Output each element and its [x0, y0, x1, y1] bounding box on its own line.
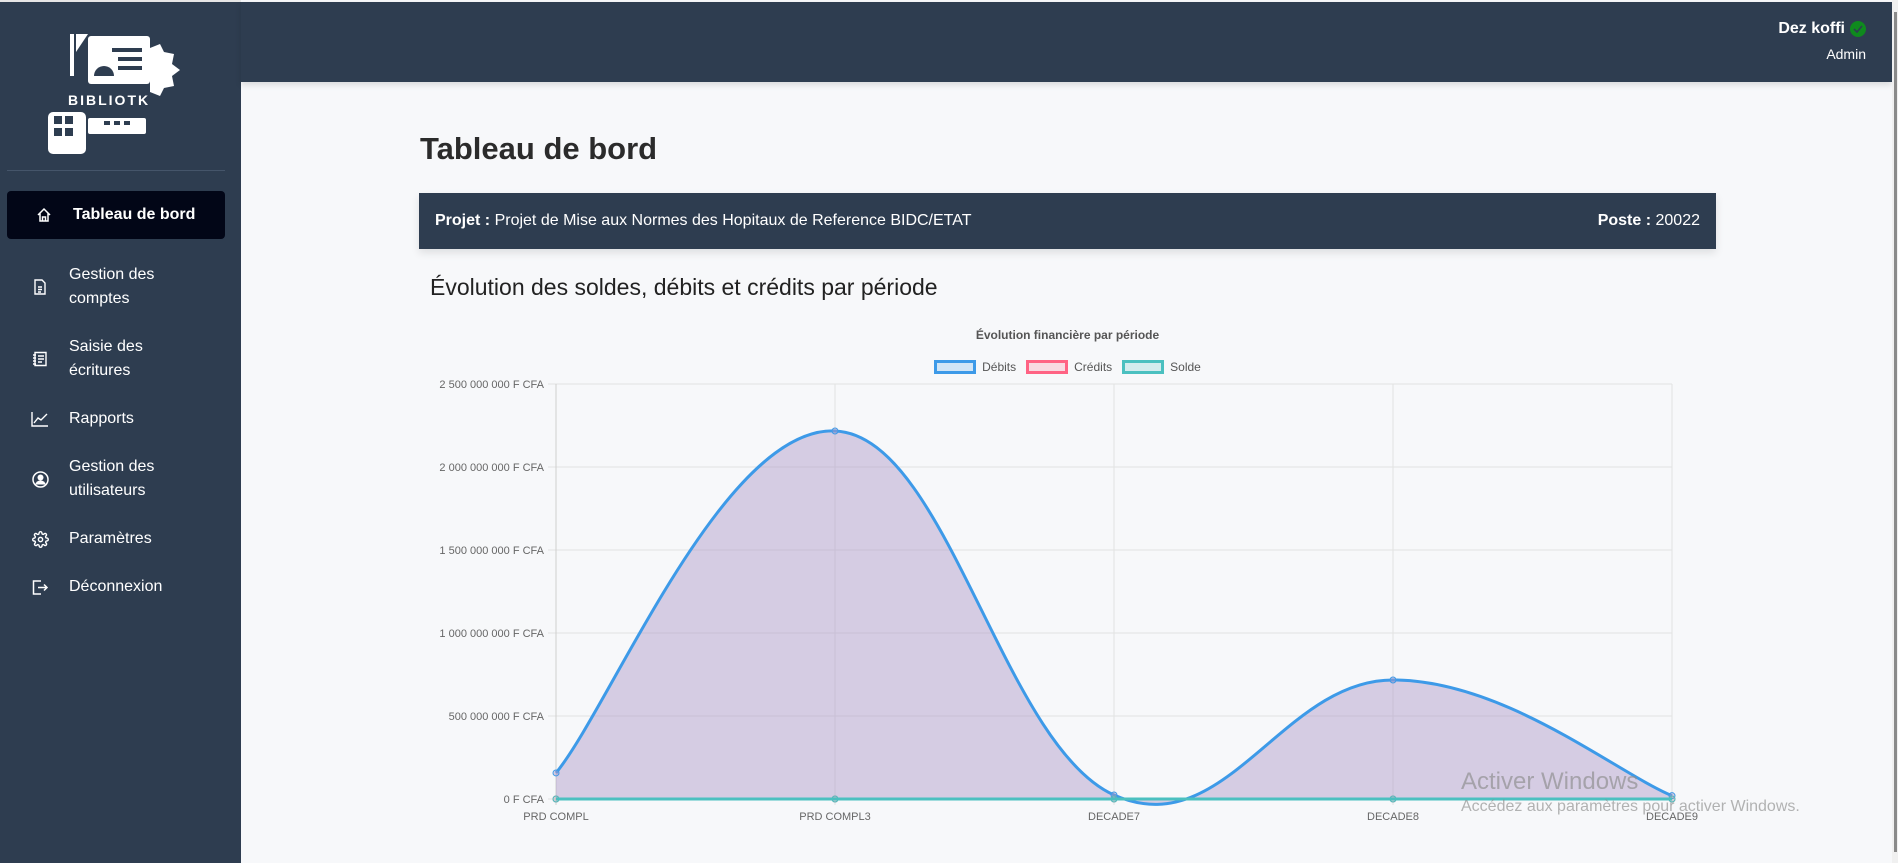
windows-activation-watermark: Activer Windows Accédez aux paramètres p…	[1461, 768, 1800, 816]
user-circle-icon	[31, 470, 49, 488]
section-title: Évolution des soldes, débits et crédits …	[430, 274, 938, 300]
poste-value: 20022	[1655, 212, 1701, 229]
data-point	[1389, 795, 1397, 803]
vertical-scrollbar[interactable]	[1892, 0, 1898, 863]
legend-label: Solde	[1170, 360, 1201, 374]
legend-swatch	[1122, 360, 1165, 374]
sidebar-item-parametres[interactable]: Paramètres	[7, 515, 225, 563]
x-axis-tick-label: DECADE9	[1646, 811, 1698, 823]
sidebar-item-gestion-des-comptes[interactable]: Gestion des comptes	[7, 251, 225, 323]
legend-item[interactable]: Crédits	[1026, 360, 1112, 374]
sidebar-divider	[7, 170, 225, 171]
logo-icon	[48, 34, 180, 154]
user-menu[interactable]: Dez koffi	[1778, 20, 1866, 38]
legend-item[interactable]: Débits	[934, 360, 1016, 374]
sidebar-item-label: Rapports	[69, 410, 134, 427]
line-chart-icon	[31, 410, 49, 428]
home-icon	[35, 206, 53, 224]
sidebar-item-deconnexion[interactable]: Déconnexion	[7, 563, 225, 611]
data-point	[552, 795, 560, 803]
sidebar-item-label: Tableau de bord	[73, 206, 196, 223]
y-axis-tick-label: 500 000 000 F CFA	[449, 711, 545, 723]
legend-label: Débits	[982, 360, 1017, 374]
legend-swatch	[1026, 360, 1069, 374]
gear-icon	[31, 530, 49, 548]
page-title: Tableau de bord	[420, 131, 658, 166]
x-axis-tick-label: PRD COMPL	[523, 811, 588, 823]
legend-item[interactable]: Solde	[1122, 360, 1201, 374]
financial-chart: 0 F CFA 500 000 000 F CFA 1 000 000 000 F …	[419, 320, 1716, 830]
project-value: Projet de Mise aux Normes des Hopitaux d…	[494, 212, 972, 229]
notebook-icon	[31, 350, 49, 368]
legend-swatch	[934, 360, 977, 374]
sidebar-item-tableau-de-bord[interactable]: Tableau de bord	[7, 191, 225, 239]
sidebar-item-label: Gestion des utilisateurs	[69, 458, 155, 499]
data-point	[831, 795, 839, 803]
logo-text: BIBLIOTK	[68, 92, 151, 108]
user-role: Admin	[1826, 46, 1866, 62]
sidebar: BIBLIOTK Tableau de bord Gestion des comp…	[0, 0, 241, 863]
y-axis-tick-label: 2 000 000 000 F CFA	[439, 462, 544, 474]
poste-info: Poste : 20022	[1598, 212, 1700, 230]
chart-title: Évolution financière par période	[975, 328, 1160, 342]
project-info-bar: Projet : Projet de Mise aux Normes des H…	[419, 193, 1716, 249]
series-line	[554, 429, 1673, 806]
logout-icon	[31, 578, 49, 596]
scrollbar-thumb[interactable]	[1894, 12, 1897, 852]
data-point	[552, 769, 560, 777]
project-info: Projet : Projet de Mise aux Normes des H…	[435, 212, 972, 230]
chart-legend: Débits Crédits Solde	[419, 360, 1716, 374]
sidebar-item-label: Saisie des écritures	[69, 338, 143, 379]
sidebar-item-label: Gestion des comptes	[69, 266, 155, 307]
y-axis-tick-label: 1 500 000 000 F CFA	[439, 545, 544, 557]
sidebar-item-label: Paramètres	[69, 530, 152, 547]
x-axis-tick-label: DECADE8	[1367, 811, 1419, 823]
y-axis-tick-label: 0 F CFA	[504, 794, 545, 806]
series-area-débits	[556, 430, 1672, 805]
chart-plot-area: 0 F CFA 500 000 000 F CFA 1 000 000 000 F …	[439, 379, 1698, 823]
sidebar-item-label: Déconnexion	[69, 578, 163, 595]
data-point	[831, 427, 839, 435]
sidebar-item-rapports[interactable]: Rapports	[7, 395, 225, 443]
x-axis-tick-label: PRD COMPL3	[799, 811, 871, 823]
sidebar-nav: Tableau de bord Gestion des comptes Saisi…	[7, 191, 225, 611]
y-axis-tick-label: 2 500 000 000 F CFA	[439, 379, 544, 391]
y-axis-tick-label: 1 000 000 000 F CFA	[439, 628, 544, 640]
poste-label: Poste :	[1597, 212, 1652, 229]
top-bar: Dez koffi Admin	[241, 2, 1892, 82]
sidebar-item-saisie-des-ecritures[interactable]: Saisie des écritures	[7, 323, 225, 395]
sidebar-item-gestion-des-utilisateurs[interactable]: Gestion des utilisateurs	[7, 443, 225, 515]
data-point	[1389, 676, 1397, 684]
x-axis-tick-label: DECADE7	[1088, 811, 1140, 823]
watermark-title: Activer Windows	[1461, 768, 1639, 795]
user-name: Dez koffi	[1778, 20, 1845, 37]
legend-label: Crédits	[1074, 360, 1113, 374]
document-icon	[31, 278, 49, 296]
data-point	[1110, 795, 1118, 803]
data-point	[1668, 795, 1676, 803]
watermark-subtitle: Accédez aux paramètres pour activer Wind…	[1461, 798, 1800, 815]
project-label: Projet :	[435, 212, 491, 229]
check-circle-icon	[1850, 21, 1866, 37]
